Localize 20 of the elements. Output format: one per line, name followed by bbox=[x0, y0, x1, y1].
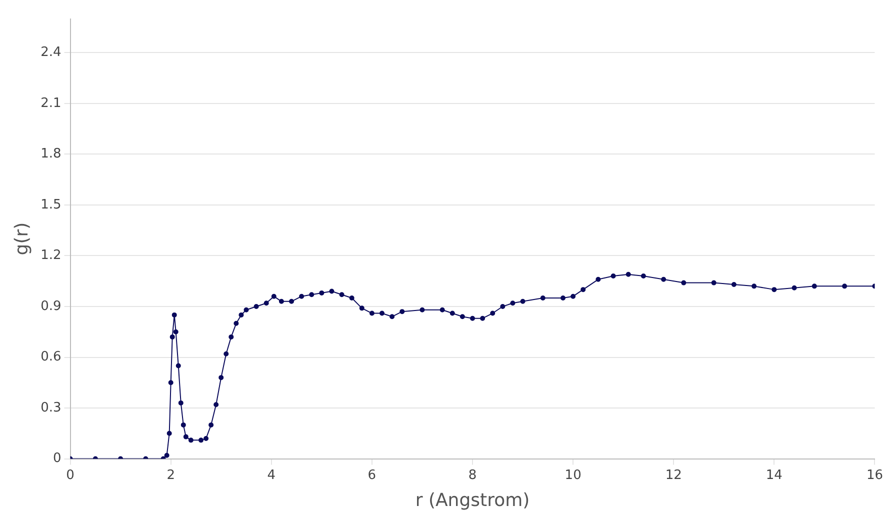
x-tick-label: 14 bbox=[766, 468, 782, 483]
y-tick-label: 0.9 bbox=[40, 298, 62, 314]
x-tick-label: 16 bbox=[866, 468, 883, 483]
y-tick-label: 0.6 bbox=[40, 350, 62, 365]
x-tick-label: 12 bbox=[665, 468, 682, 483]
y-tick-label: 0.3 bbox=[40, 400, 62, 416]
x-tick-label: 4 bbox=[267, 468, 276, 483]
y-tick-label: 0 bbox=[52, 451, 62, 466]
y-axis-title: g(r) bbox=[11, 222, 32, 256]
y-tick-label: 2.4 bbox=[40, 45, 62, 60]
x-tick-label: 6 bbox=[368, 468, 376, 483]
x-axis-title: r (Angstrom) bbox=[415, 490, 530, 511]
x-tick-label: 10 bbox=[564, 468, 582, 483]
y-tick-label: 1.8 bbox=[40, 146, 62, 162]
x-tick-label: 0 bbox=[66, 468, 74, 483]
x-tick-label: 2 bbox=[166, 468, 175, 483]
y-tick-label: 2.1 bbox=[40, 96, 62, 111]
x-tick-label: 8 bbox=[468, 468, 477, 483]
y-tick-label: 1.2 bbox=[40, 248, 62, 264]
y-tick-label: 1.5 bbox=[40, 197, 62, 212]
